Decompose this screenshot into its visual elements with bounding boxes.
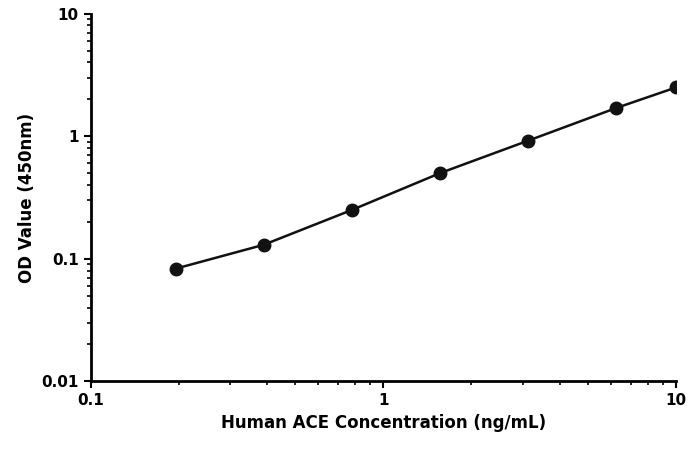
Point [434, 169, 445, 177]
Point [671, 84, 682, 91]
Y-axis label: OD Value (450nm): OD Value (450nm) [18, 113, 36, 282]
Point [346, 207, 358, 214]
X-axis label: Human ACE Concentration (ng/mL): Human ACE Concentration (ng/mL) [221, 414, 546, 432]
Point [523, 137, 534, 144]
Point [258, 241, 269, 248]
Point [611, 104, 622, 112]
Point [170, 265, 181, 272]
